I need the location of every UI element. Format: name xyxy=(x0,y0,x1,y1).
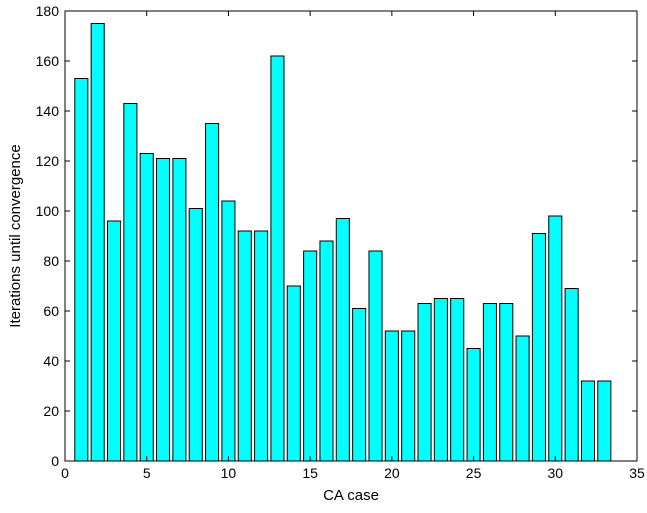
bar-case-29 xyxy=(531,233,546,462)
bar-case-9 xyxy=(205,123,220,462)
y-tick-label: 80 xyxy=(43,253,59,269)
bar-case-2 xyxy=(90,23,105,462)
bar-case-22 xyxy=(417,303,432,462)
bar-case-32 xyxy=(580,380,595,462)
bar-case-19 xyxy=(368,250,383,462)
bar-case-18 xyxy=(352,308,367,462)
bar-case-12 xyxy=(254,230,269,462)
bar-case-17 xyxy=(335,218,350,462)
bar-case-15 xyxy=(303,250,318,462)
bar-case-28 xyxy=(515,335,530,462)
bar-case-6 xyxy=(156,158,171,462)
bar-case-16 xyxy=(319,240,334,462)
y-tick-label: 20 xyxy=(43,403,59,419)
x-axis-label: CA case xyxy=(323,487,379,504)
bar-case-23 xyxy=(433,298,448,462)
x-tick-label: 0 xyxy=(61,465,69,481)
bar-case-4 xyxy=(123,103,138,462)
bar-case-21 xyxy=(401,330,416,462)
y-tick-label: 0 xyxy=(51,453,59,469)
y-tick-label: 120 xyxy=(36,153,60,169)
bar-case-26 xyxy=(482,303,497,462)
bar-case-31 xyxy=(564,288,579,462)
x-tick-label: 20 xyxy=(384,465,400,481)
bar-case-25 xyxy=(466,348,481,462)
bar-case-3 xyxy=(106,220,122,462)
bar-case-1 xyxy=(74,78,89,462)
x-tick-label: 15 xyxy=(302,465,318,481)
bar-case-24 xyxy=(450,298,465,462)
bar-case-10 xyxy=(221,200,236,462)
bar-case-11 xyxy=(237,230,252,462)
bar-case-33 xyxy=(597,380,612,462)
y-axis-ticks: 0 20 40 60 80 100 120 140 160 180 xyxy=(36,3,637,469)
x-axis-ticks: 0 5 10 15 20 25 30 35 xyxy=(61,11,645,481)
bar-case-20 xyxy=(384,330,399,462)
y-tick-label: 160 xyxy=(36,53,60,69)
x-tick-label: 25 xyxy=(466,465,482,481)
bar-case-8 xyxy=(188,208,203,462)
x-tick-label: 10 xyxy=(221,465,237,481)
y-tick-label: 60 xyxy=(43,303,59,319)
bar-case-27 xyxy=(499,303,514,462)
y-tick-label: 100 xyxy=(36,203,60,219)
bars-group xyxy=(74,23,612,462)
bar-case-13 xyxy=(270,55,285,462)
bar-case-14 xyxy=(286,285,301,462)
bar-case-30 xyxy=(548,215,563,462)
y-axis-label: Iterations until convergence xyxy=(7,144,24,327)
y-tick-label: 40 xyxy=(43,353,59,369)
plot-area-frame xyxy=(64,10,638,462)
x-tick-label: 30 xyxy=(547,465,563,481)
bar-case-7 xyxy=(172,158,187,462)
x-tick-label: 5 xyxy=(143,465,151,481)
bar-case-5 xyxy=(139,153,154,462)
y-tick-label: 140 xyxy=(36,103,60,119)
y-tick-label: 180 xyxy=(36,3,60,19)
x-tick-label: 35 xyxy=(629,465,645,481)
